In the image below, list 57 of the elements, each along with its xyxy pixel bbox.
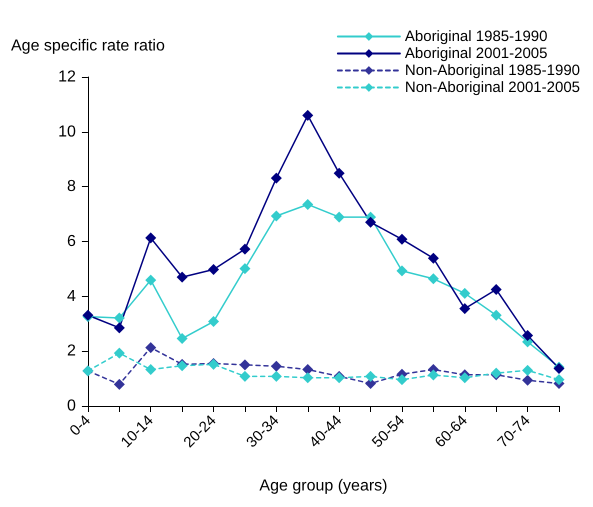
point — [208, 316, 220, 328]
point — [522, 374, 534, 386]
point — [208, 264, 220, 275]
point — [239, 359, 250, 370]
point — [114, 322, 125, 334]
point — [176, 272, 188, 283]
point — [270, 172, 282, 184]
y-tick-label: 10 — [58, 123, 76, 140]
point — [239, 263, 250, 274]
point — [176, 333, 188, 344]
legend-label: Aboriginal 2001-2005 — [404, 45, 548, 62]
point — [114, 378, 125, 390]
point — [459, 288, 470, 299]
point — [302, 372, 314, 384]
y-tick-label: 8 — [67, 178, 76, 196]
point — [145, 232, 156, 244]
y-tick-label: 2 — [67, 342, 76, 360]
point — [145, 364, 156, 376]
point — [459, 303, 470, 314]
point — [270, 370, 282, 382]
point — [239, 370, 250, 382]
point — [396, 265, 408, 276]
point — [428, 370, 439, 381]
point — [522, 364, 534, 376]
legend-label: Non-Aboriginal 2001-2005 — [404, 79, 580, 96]
point — [334, 212, 345, 223]
point — [490, 310, 502, 321]
legend-label: Non-Aboriginal 1985-1990 — [404, 62, 580, 79]
legend-label: Aboriginal 1985-1990 — [404, 28, 548, 45]
point — [114, 348, 125, 359]
point — [302, 110, 314, 121]
x-tick-label: 0-4 — [66, 412, 94, 440]
y-tick-label: 12 — [58, 68, 76, 86]
y-tick-label: 4 — [67, 288, 76, 305]
point — [554, 374, 564, 386]
y-axis-title: Age specific rate ratio — [10, 38, 165, 54]
point — [396, 374, 408, 386]
point — [365, 370, 376, 382]
point — [270, 210, 282, 222]
y-tick-label: 0 — [67, 398, 76, 414]
point — [239, 244, 250, 255]
point — [114, 312, 125, 324]
point — [302, 198, 314, 210]
point — [145, 342, 156, 354]
point — [459, 372, 470, 384]
point — [145, 274, 156, 286]
point — [522, 330, 534, 342]
point — [270, 360, 282, 372]
point — [396, 234, 408, 245]
point — [302, 364, 314, 376]
y-tick-label: 6 — [67, 233, 76, 250]
point — [428, 252, 439, 264]
point — [334, 168, 345, 179]
x-axis-title: Age group (years) — [259, 478, 388, 494]
point — [365, 216, 376, 228]
point — [428, 273, 439, 284]
point — [490, 284, 502, 295]
